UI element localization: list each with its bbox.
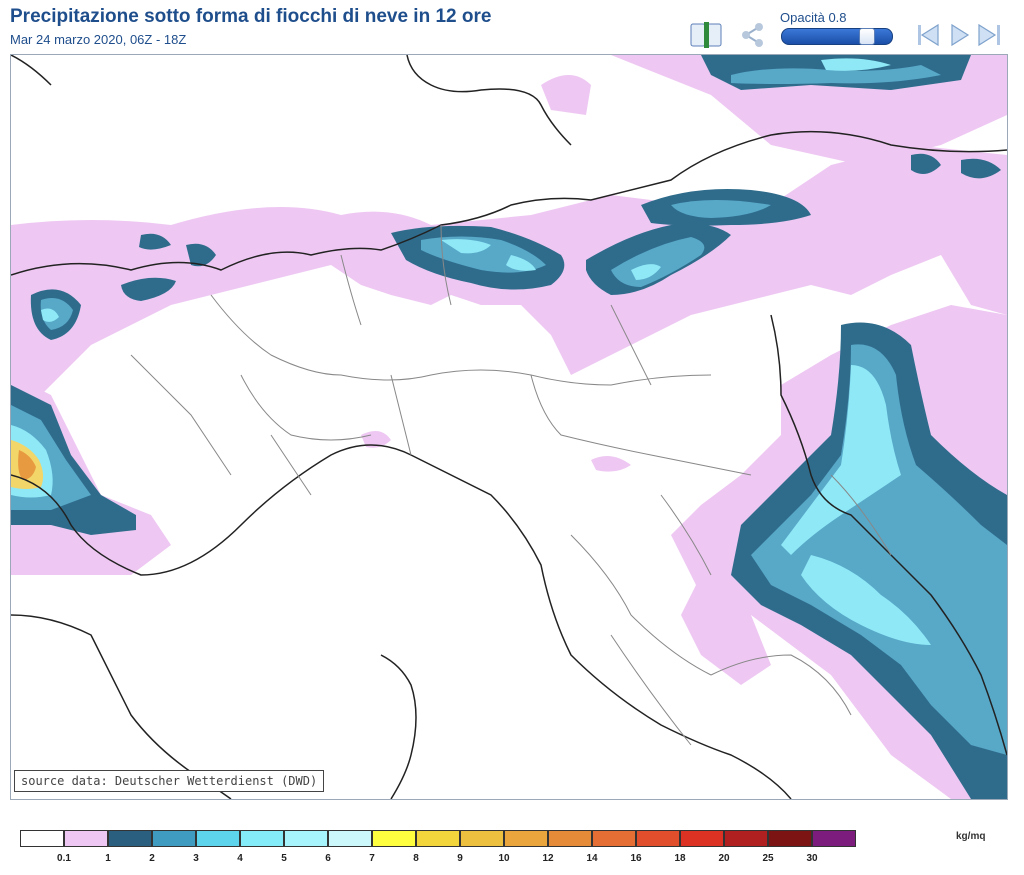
legend-swatch bbox=[240, 830, 284, 847]
legend-swatch bbox=[812, 830, 856, 847]
page-title: Precipitazione sotto forma di fiocchi di… bbox=[10, 6, 492, 27]
legend-swatch bbox=[504, 830, 548, 847]
legend-swatch bbox=[108, 830, 152, 847]
rewind-icon[interactable] bbox=[916, 22, 942, 53]
opacity-value: 0.8 bbox=[828, 10, 847, 25]
legend-tick-label: 12 bbox=[542, 853, 554, 864]
legend-tick-label: 20 bbox=[718, 853, 730, 864]
legend-tick-label: 6 bbox=[325, 853, 331, 864]
legend-tick-label: 7 bbox=[369, 853, 375, 864]
legend-swatch bbox=[64, 830, 108, 847]
source-note: source data: Deutscher Wetterdienst (DWD… bbox=[14, 770, 325, 792]
region-borders bbox=[130, 224, 892, 746]
legend-units: kg/mq bbox=[956, 831, 986, 842]
legend-swatch bbox=[768, 830, 812, 847]
legend-tick-label: 18 bbox=[674, 853, 686, 864]
legend-swatch bbox=[196, 830, 240, 847]
play-icon[interactable] bbox=[948, 22, 972, 53]
snowfall-map bbox=[11, 55, 1007, 799]
opacity-label: Opacità 0.8 bbox=[780, 10, 847, 25]
legend-swatch bbox=[20, 830, 64, 847]
legend-swatch bbox=[592, 830, 636, 847]
legend-swatch bbox=[328, 830, 372, 847]
legend-tick-label: 4 bbox=[237, 853, 243, 864]
map-panel[interactable] bbox=[10, 54, 1008, 800]
book-icon[interactable] bbox=[690, 22, 724, 53]
legend-tick-label: 5 bbox=[281, 853, 287, 864]
legend-tick-label: 30 bbox=[806, 853, 818, 864]
legend-swatch bbox=[680, 830, 724, 847]
legend-tick-label: 1 bbox=[105, 853, 111, 864]
legend-tick-label: 0.1 bbox=[57, 853, 71, 864]
legend-swatch bbox=[460, 830, 504, 847]
legend-swatch bbox=[372, 830, 416, 847]
legend-tick-label: 25 bbox=[762, 853, 774, 864]
legend-tick-label: 9 bbox=[457, 853, 463, 864]
legend-swatch bbox=[724, 830, 768, 847]
legend-swatch bbox=[636, 830, 680, 847]
legend-tick-label: 14 bbox=[586, 853, 598, 864]
opacity-slider[interactable] bbox=[781, 28, 893, 45]
snow-cyan-areas bbox=[41, 58, 931, 645]
share-icon[interactable] bbox=[740, 22, 766, 53]
opacity-slider-thumb[interactable] bbox=[859, 28, 875, 45]
legend-tick-label: 10 bbox=[498, 853, 510, 864]
legend-tick-label: 16 bbox=[630, 853, 642, 864]
color-legend bbox=[20, 830, 856, 847]
legend-tick-label: 2 bbox=[149, 853, 155, 864]
legend-swatch bbox=[416, 830, 460, 847]
legend-tick-label: 3 bbox=[193, 853, 199, 864]
forward-icon[interactable] bbox=[976, 22, 1004, 53]
legend-swatch bbox=[548, 830, 592, 847]
country-borders bbox=[11, 55, 1007, 799]
legend-tick-label: 8 bbox=[413, 853, 419, 864]
legend-swatch bbox=[152, 830, 196, 847]
legend-swatch bbox=[284, 830, 328, 847]
page-subtitle: Mar 24 marzo 2020, 06Z - 18Z bbox=[10, 32, 187, 47]
